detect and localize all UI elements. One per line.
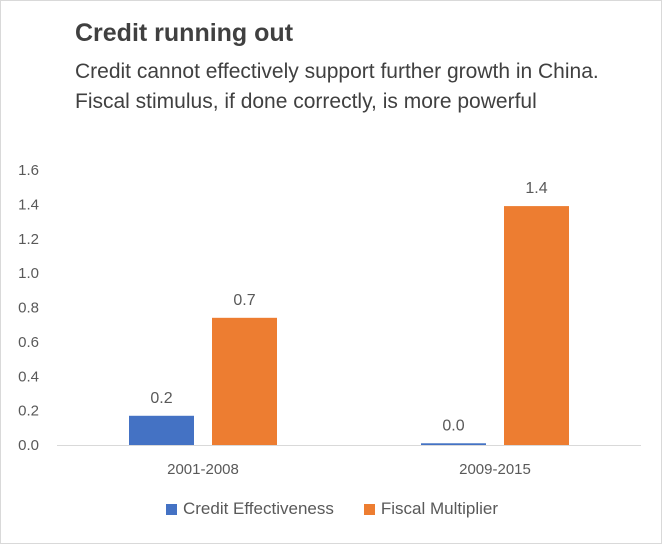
y-tick-label: 0.2 [18,403,39,420]
y-tick-label: 1.6 [18,162,39,179]
y-tick-label: 0.4 [18,368,39,385]
legend-swatch-credit [165,503,177,515]
data-label: 0.0 [442,417,464,434]
data-label: 1.4 [525,180,547,197]
legend-label-fiscal: Fiscal Multiplier [380,499,498,518]
x-tick-label: 2001-2008 [167,461,239,478]
bar [421,443,486,445]
y-tick-label: 0.6 [18,334,39,351]
legend-label-credit: Credit Effectiveness [182,499,334,518]
bar [129,415,194,445]
y-tick-label: 1.4 [18,196,39,213]
y-tick-label: 1.2 [18,231,39,248]
data-label: 0.2 [150,390,172,407]
legend-swatch-fiscal [363,503,375,515]
y-tick-label: 0.0 [18,437,39,454]
chart-title: Credit running out [75,19,294,47]
legend-item-credit: Credit Effectiveness [165,499,334,519]
legend: Credit Effectiveness Fiscal Multiplier [1,499,662,519]
chart-subtitle: Credit cannot effectively support furthe… [75,60,599,113]
y-tick-label: 1.0 [18,265,39,282]
bar [212,317,277,445]
data-label: 0.7 [233,292,255,309]
x-tick-label: 2009-2015 [459,461,531,478]
legend-item-fiscal: Fiscal Multiplier [363,499,498,519]
y-tick-label: 0.8 [18,300,39,317]
bar [504,206,569,445]
